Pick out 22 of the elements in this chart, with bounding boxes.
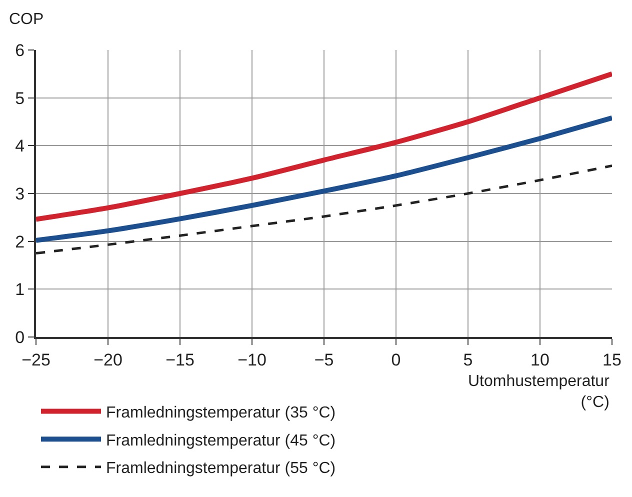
y-tick-label: 0: [15, 328, 25, 347]
y-tick-label: 6: [15, 40, 25, 60]
x-tick-label: −10: [238, 350, 266, 370]
legend-label: Framledningstemperatur (55 °C): [106, 460, 336, 478]
line-series: [36, 164, 612, 255]
legend-label: Framledningstemperatur (45 °C): [106, 432, 336, 450]
x-tick-label: 5: [463, 350, 473, 370]
x-axis-title: Utomhustemperatur (°C): [468, 373, 610, 411]
x-tick-label: 15: [602, 350, 622, 370]
y-tick-label: 4: [15, 136, 25, 156]
x-tick-label: 10: [530, 350, 550, 370]
x-tick-label: −25: [22, 350, 50, 370]
x-tick-label: −15: [166, 350, 194, 370]
y-tick-label: 2: [15, 232, 25, 252]
y-tick-label: 3: [15, 184, 25, 204]
legend-label: Framledningstemperatur (35 °C): [106, 404, 336, 422]
y-tick-label: 5: [15, 88, 25, 108]
y-axis-title: COP: [9, 11, 44, 28]
y-tick-label: 1: [15, 280, 25, 300]
x-tick-label: 0: [391, 350, 401, 370]
x-tick-label: −20: [94, 350, 122, 370]
x-tick-label: −5: [314, 350, 334, 370]
